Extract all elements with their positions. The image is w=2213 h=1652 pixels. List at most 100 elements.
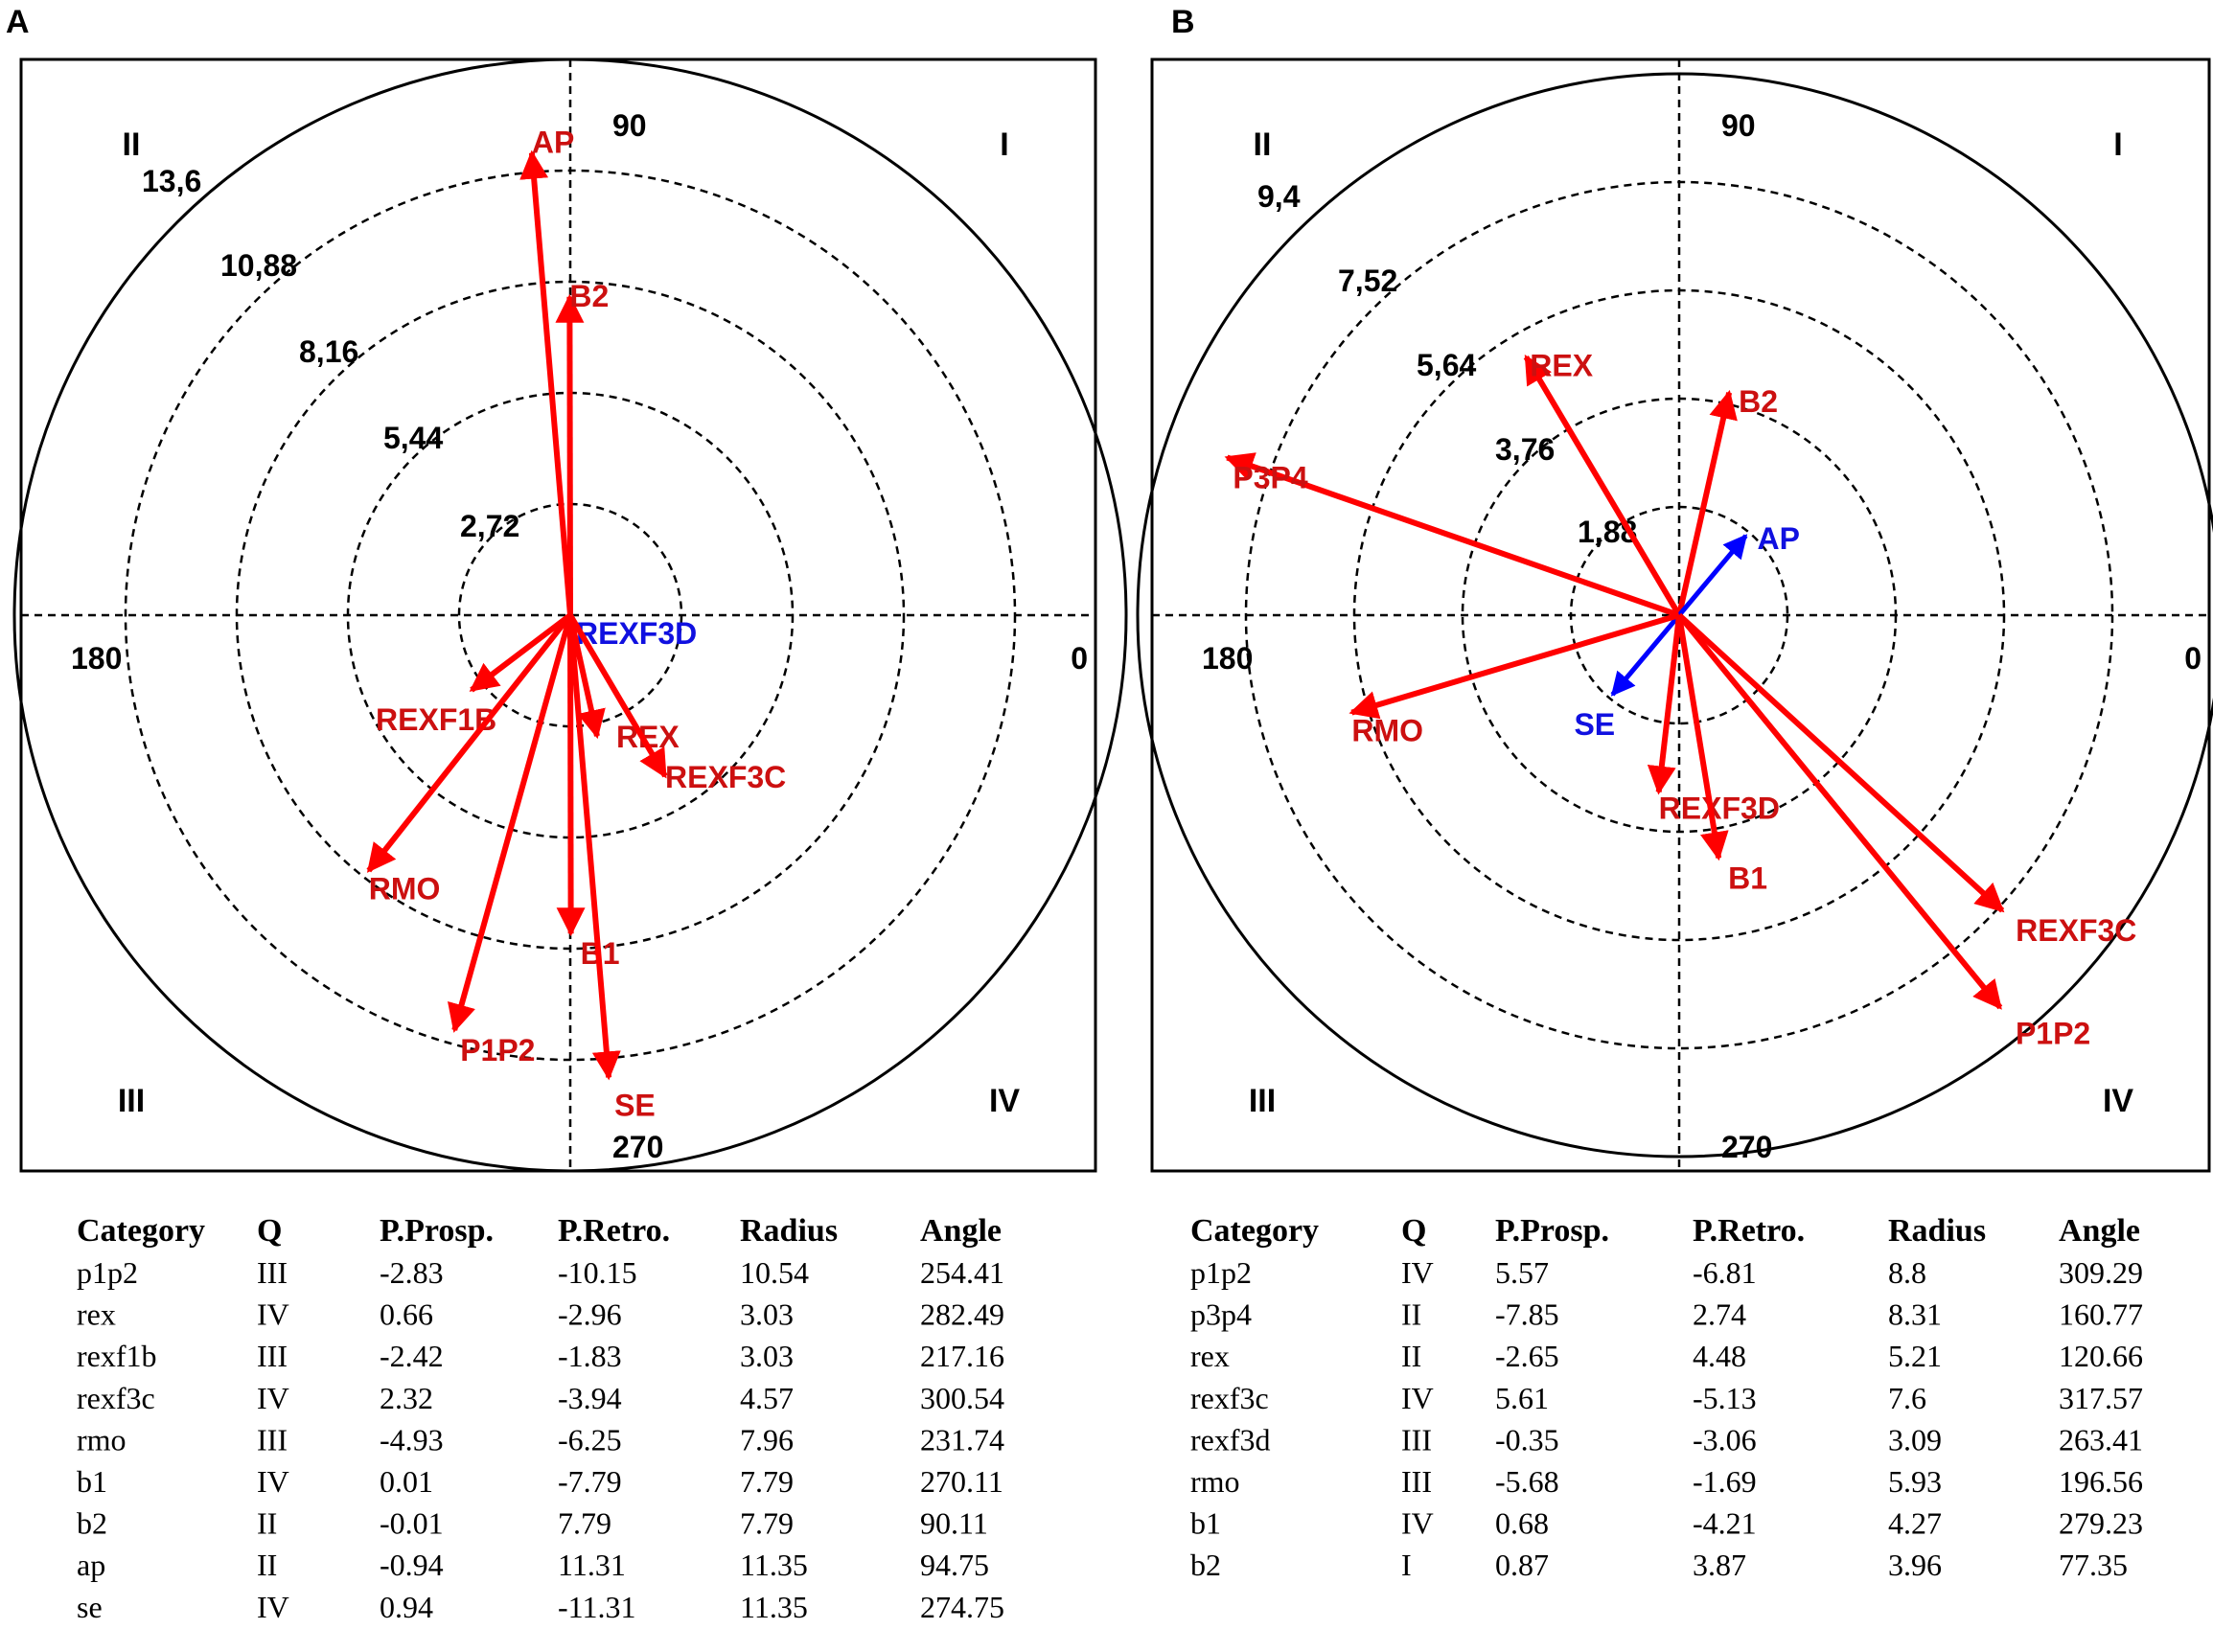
vector-label-b2: B2 xyxy=(1739,384,1778,419)
vector-p1p2 xyxy=(1676,613,2003,1010)
vector-b1 xyxy=(1676,614,1729,861)
table-cell: 7.79 xyxy=(740,1506,794,1541)
vector-label-ap: AP xyxy=(1758,521,1800,556)
vector-label-b1: B1 xyxy=(1728,860,1767,895)
vector-rex xyxy=(1523,355,1682,617)
vector-p1p2 xyxy=(448,614,573,1033)
table-cell: 217.16 xyxy=(920,1339,1004,1373)
table-cell: 77.35 xyxy=(2059,1548,2128,1582)
table-cell: 2.74 xyxy=(1693,1297,1746,1332)
table-cell: 4.27 xyxy=(1888,1506,1942,1541)
angle-label-left: 180 xyxy=(71,641,122,676)
quadrant-label-bottom-left: III xyxy=(118,1083,145,1119)
vector-se xyxy=(1610,613,1681,697)
table-cell: 8.8 xyxy=(1888,1255,1926,1290)
ring-label: 13,6 xyxy=(142,164,201,198)
table-cell: 3.96 xyxy=(1888,1548,1942,1582)
data-table-a: Category Q P.Prosp. P.Retro. Radius Angle p1p2… xyxy=(77,1213,1004,1624)
table-cell: -5.13 xyxy=(1693,1381,1757,1415)
table-cell: -3.06 xyxy=(1693,1422,1757,1457)
quadrant-label-top-right: I xyxy=(2113,126,2122,163)
table-cell: 7.96 xyxy=(740,1422,794,1457)
table-cell: II xyxy=(1401,1339,1421,1373)
vector-label-p1p2: P1P2 xyxy=(460,1033,535,1067)
table-header-cell: Radius xyxy=(740,1213,838,1249)
table-cell: 0.94 xyxy=(380,1590,433,1624)
table-cell: 7.79 xyxy=(558,1506,611,1541)
angle-label-right: 0 xyxy=(2184,641,2201,676)
vector-rexf3c xyxy=(1676,612,2005,913)
ring-label: 2,72 xyxy=(460,509,519,543)
vector-label-rexf3c: REXF3C xyxy=(665,760,786,794)
table-cell: rmo xyxy=(1190,1464,1240,1499)
angle-label-bottom: 270 xyxy=(1721,1130,1772,1164)
table-cell: IV xyxy=(1401,1381,1434,1415)
table-cell: IV xyxy=(257,1464,289,1499)
table-cell: 5.61 xyxy=(1495,1381,1549,1415)
vector-label-se: SE xyxy=(1574,707,1615,742)
table-cell: rexf3c xyxy=(77,1381,155,1415)
table-cell: p3p4 xyxy=(1190,1297,1252,1332)
table-cell: IV xyxy=(1401,1255,1434,1290)
table-cell: 5.21 xyxy=(1888,1339,1942,1373)
table-header-cell: Category xyxy=(77,1213,205,1249)
table-cell: IV xyxy=(257,1381,289,1415)
table-cell: III xyxy=(257,1422,288,1457)
angle-label-top: 90 xyxy=(1721,108,1756,143)
vector-label-se: SE xyxy=(614,1088,656,1122)
table-cell: -2.65 xyxy=(1495,1339,1559,1373)
table-cell: 5.57 xyxy=(1495,1255,1549,1290)
panel-letter-a: A xyxy=(6,4,30,40)
vector-rexf3c xyxy=(567,613,668,779)
vector-rmo xyxy=(366,613,573,873)
table-cell: 0.68 xyxy=(1495,1506,1549,1541)
vector-ap xyxy=(1677,534,1748,617)
vector-label-rexf3d: REXF3D xyxy=(1659,792,1780,826)
quadrant-label-bottom-left: III xyxy=(1249,1083,1276,1119)
table-cell: b1 xyxy=(1190,1506,1221,1541)
vector-rmo xyxy=(1349,612,1680,720)
table-cell: -4.21 xyxy=(1693,1506,1757,1541)
table-cell: 270.11 xyxy=(920,1464,1003,1499)
table-cell: 300.54 xyxy=(920,1381,1004,1415)
table-cell: 4.48 xyxy=(1693,1339,1746,1373)
angle-label-right: 0 xyxy=(1071,641,1088,676)
table-cell: II xyxy=(1401,1297,1421,1332)
table-cell: II xyxy=(257,1506,277,1541)
panel-letter-b: B xyxy=(1171,4,1195,40)
table-header-cell: P.Prosp. xyxy=(1495,1213,1609,1249)
table-cell: 160.77 xyxy=(2059,1297,2143,1332)
table-cell: 196.56 xyxy=(2059,1464,2143,1499)
table-cell: 90.11 xyxy=(920,1506,988,1541)
table-cell: -2.96 xyxy=(558,1297,622,1332)
vector-label-rmo: RMO xyxy=(369,872,441,906)
table-cell: 10.54 xyxy=(740,1255,809,1290)
table-cell: ap xyxy=(77,1548,105,1582)
table-cell: 274.75 xyxy=(920,1590,1004,1624)
ring-label: 10,88 xyxy=(220,248,297,283)
table-cell: -7.85 xyxy=(1495,1297,1559,1332)
table-cell: -2.42 xyxy=(380,1339,444,1373)
table-cell: p1p2 xyxy=(77,1255,138,1290)
ring-label: 5,64 xyxy=(1417,348,1476,382)
quadrant-label-bottom-right: IV xyxy=(2103,1083,2133,1119)
table-cell: rex xyxy=(1190,1339,1230,1373)
table-header-cell: P.Retro. xyxy=(558,1213,670,1249)
table-cell: 317.57 xyxy=(2059,1381,2143,1415)
table-cell: 2.32 xyxy=(380,1381,433,1415)
ring-label: 9,4 xyxy=(1257,179,1301,214)
table-cell: 3.03 xyxy=(740,1297,794,1332)
table-cell: 4.57 xyxy=(740,1381,794,1415)
table-cell: III xyxy=(257,1339,288,1373)
table-cell: 279.23 xyxy=(2059,1506,2143,1541)
vector-se xyxy=(567,614,621,1081)
table-cell: 5.93 xyxy=(1888,1464,1942,1499)
quadrant-label-top-left: II xyxy=(1254,126,1272,163)
quadrant-label-top-left: II xyxy=(123,126,141,163)
table-cell: 11.31 xyxy=(558,1548,626,1582)
ring-label: 8,16 xyxy=(299,334,358,369)
table-cell: -11.31 xyxy=(558,1590,635,1624)
table-cell: 11.35 xyxy=(740,1590,808,1624)
